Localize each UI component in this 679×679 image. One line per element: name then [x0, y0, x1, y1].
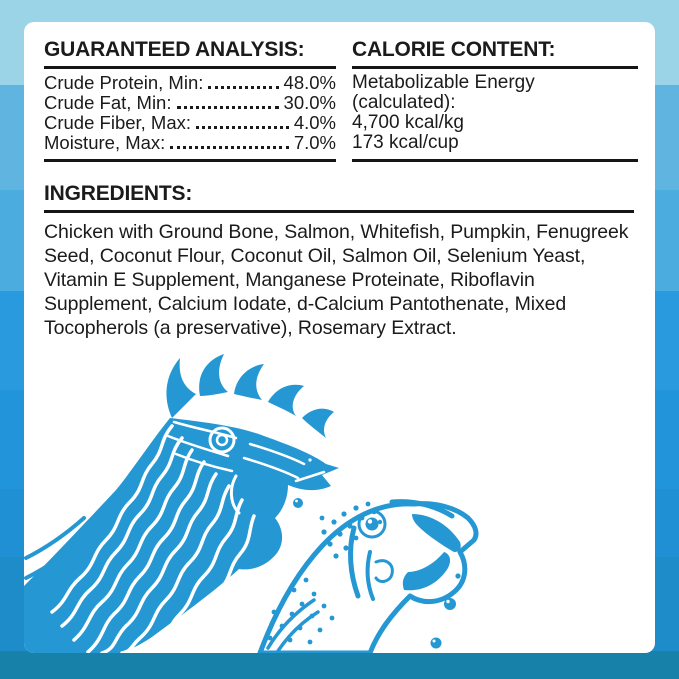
rooster-comb: [166, 354, 334, 438]
analysis-label: Moisture, Max:: [44, 132, 166, 153]
analysis-value: 30.0%: [283, 92, 336, 113]
fish-details: [266, 499, 461, 653]
calorie-line: 173 kcal/cup: [352, 132, 459, 153]
analysis-value: 4.0%: [293, 112, 336, 133]
rooster-feather-details: [50, 420, 326, 653]
calorie-line: 4,700 kcal/kg: [352, 112, 464, 133]
dot-leader: [170, 146, 289, 149]
calorie-content-section: CALORIE CONTENT: Metabolizable Energy (c…: [352, 38, 638, 162]
dot-leader: [208, 86, 279, 89]
analysis-label: Crude Fat, Min:: [44, 92, 172, 113]
calorie-line: (calculated):: [352, 92, 456, 113]
fish-spots: [267, 501, 383, 645]
ingredients-section: INGREDIENTS: Chicken with Ground Bone, S…: [44, 182, 634, 340]
calorie-content-body: Metabolizable Energy (calculated): 4,700…: [352, 73, 638, 162]
label-panel: GUARANTEED ANALYSIS: Crude Protein, Min:…: [24, 22, 655, 653]
dot-leader: [176, 106, 279, 109]
calorie-content-title: CALORIE CONTENT:: [352, 38, 638, 69]
water-droplets-upper: [266, 498, 303, 521]
analysis-row: Crude Protein, Min: 48.0%: [44, 73, 336, 93]
analysis-value: 7.0%: [293, 132, 336, 153]
hackle-wave-tips: [24, 516, 94, 580]
water-droplets-lower: [430, 573, 461, 649]
analysis-row: Crude Fiber, Max: 4.0%: [44, 113, 336, 133]
chicken-fish-illustration: [24, 354, 479, 653]
analysis-label: Crude Fiber, Max:: [44, 112, 192, 133]
ingredients-text: Chicken with Ground Bone, Salmon, Whitef…: [44, 221, 629, 339]
guaranteed-analysis-table: Crude Protein, Min: 48.0% Crude Fat, Min…: [44, 73, 336, 162]
ingredients-title: INGREDIENTS:: [44, 182, 193, 205]
guaranteed-analysis-title: GUARANTEED ANALYSIS:: [44, 38, 336, 69]
analysis-label: Crude Protein, Min:: [44, 73, 204, 93]
guaranteed-analysis-section: GUARANTEED ANALYSIS: Crude Protein, Min:…: [44, 38, 336, 162]
dot-leader: [196, 126, 289, 129]
analysis-row: Moisture, Max: 7.0%: [44, 133, 336, 153]
ingredients-rule: [44, 210, 634, 213]
analysis-value: 48.0%: [283, 73, 336, 93]
analysis-row: Crude Fat, Min: 30.0%: [44, 93, 336, 113]
calorie-line: Metabolizable Energy: [352, 73, 535, 93]
